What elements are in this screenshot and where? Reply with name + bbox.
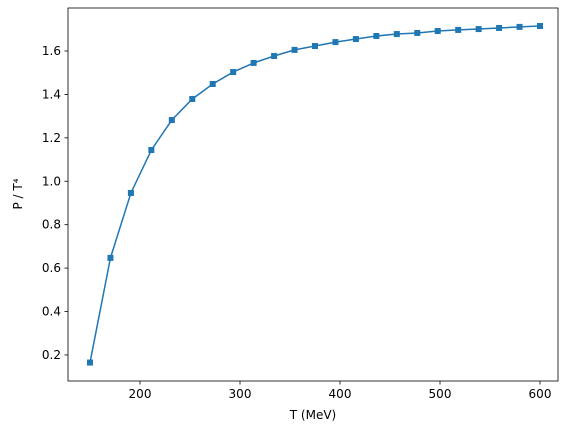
plot-area	[68, 8, 558, 381]
marker	[271, 52, 278, 59]
y-tick-label: 1.2	[42, 131, 61, 145]
y-tick-label: 1.0	[42, 174, 61, 188]
marker	[168, 117, 175, 124]
y-tick-label: 0.6	[42, 261, 61, 275]
y-tick-label: 1.4	[42, 87, 61, 101]
marker	[455, 26, 462, 33]
marker	[148, 146, 155, 153]
x-tick-label: 500	[429, 387, 452, 401]
marker	[496, 24, 503, 31]
y-tick-label: 0.4	[42, 305, 61, 319]
marker	[127, 189, 134, 196]
marker	[230, 69, 237, 76]
marker	[414, 29, 421, 36]
marker	[332, 39, 339, 46]
marker	[312, 42, 318, 49]
y-tick-label: 0.2	[42, 348, 61, 362]
marker	[537, 23, 543, 30]
x-tick-label: 400	[329, 387, 352, 401]
y-axis-label: P / T⁴	[11, 178, 25, 209]
marker	[393, 31, 400, 38]
marker	[434, 28, 441, 35]
y-tick-label: 1.6	[42, 44, 61, 58]
marker	[87, 359, 93, 366]
x-tick-label: 200	[129, 387, 152, 401]
axes-frame	[67, 7, 559, 382]
marker	[373, 33, 380, 40]
marker	[107, 254, 114, 261]
marker	[516, 23, 523, 30]
y-tick-label: 0.8	[42, 218, 61, 232]
x-tick-label: 300	[229, 387, 252, 401]
marker	[352, 36, 359, 43]
marker	[209, 80, 216, 87]
marker	[475, 26, 482, 33]
marker	[189, 95, 196, 102]
marker	[250, 59, 257, 66]
x-tick-label: 600	[529, 387, 552, 401]
marker	[291, 46, 298, 53]
x-axis-label: T (MeV)	[289, 408, 336, 422]
